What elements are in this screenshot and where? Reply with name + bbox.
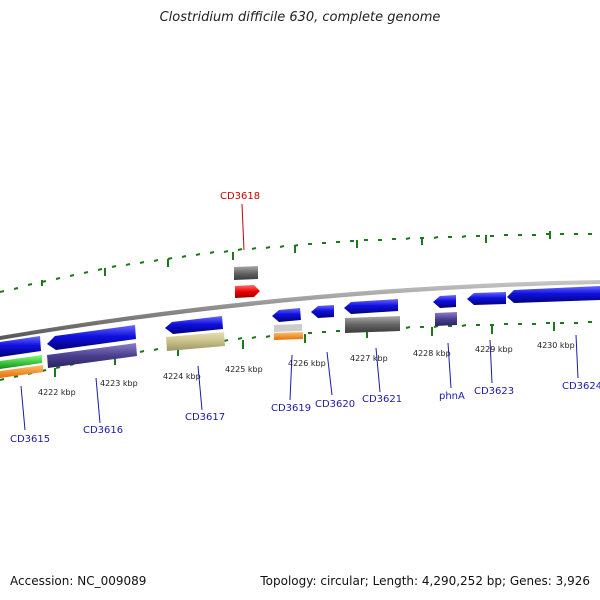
cd3617-blue-feature[interactable] (165, 316, 223, 334)
cd3616-purple-feature[interactable] (47, 343, 137, 368)
tick-label-4222: 4222 kbp (38, 388, 76, 397)
gene-label-cd3624[interactable]: CD3624 (562, 381, 600, 392)
cd3624-blue-feature[interactable] (507, 286, 600, 303)
tick-label-4227: 4227 kbp (350, 354, 388, 363)
cd3615-green-feature[interactable] (0, 355, 42, 369)
tick-label-4226: 4226 kbp (288, 359, 326, 368)
gene-labels: CD3615 CD3616 CD3617 CD3618 CD3619 CD362… (10, 191, 600, 445)
tick-labels: 4222 kbp 4223 kbp 4224 kbp 4225 kbp 4226… (38, 341, 575, 397)
gene-leader-lines (20, 203, 579, 431)
tick-label-4225: 4225 kbp (225, 365, 263, 374)
gene-label-cd3615[interactable]: CD3615 (10, 434, 50, 445)
cd3618-gray-feature[interactable] (234, 266, 258, 280)
phna-purple-feature[interactable] (435, 312, 457, 326)
gene-label-cd3616[interactable]: CD3616 (83, 425, 123, 436)
cd3623-blue-feature[interactable] (467, 292, 506, 305)
cd3619-lightgray-feature[interactable] (274, 324, 302, 332)
outer-tick-track (0, 233, 592, 293)
reverse-strand-features (0, 286, 600, 378)
cd3615-blue-feature[interactable] (0, 336, 41, 357)
cd3615-orange-feature[interactable] (0, 365, 43, 378)
genome-title: Clostridium difficile 630, complete geno… (159, 10, 441, 25)
gene-label-cd3618[interactable]: CD3618 (220, 191, 260, 202)
topology-text: Topology: circular; Length: 4,290,252 bp… (260, 574, 590, 588)
cd3618-red-feature[interactable] (235, 285, 260, 298)
tick-label-4224: 4224 kbp (163, 372, 201, 381)
cd3616-blue-feature[interactable] (47, 325, 136, 350)
accession-text: Accession: NC_009089 (10, 574, 147, 588)
phna-blue-feature[interactable] (433, 295, 456, 308)
gene-label-cd3621[interactable]: CD3621 (362, 394, 402, 405)
tick-label-4229: 4229 kbp (475, 345, 513, 354)
gene-label-cd3619[interactable]: CD3619 (271, 403, 311, 414)
cd3621-gray-feature[interactable] (345, 316, 400, 333)
outer-major-ticks (41, 231, 551, 286)
gene-label-cd3617[interactable]: CD3617 (185, 412, 225, 423)
forward-strand-features (234, 266, 260, 298)
cd3620-blue-feature[interactable] (311, 305, 334, 318)
tick-label-4228: 4228 kbp (413, 349, 451, 358)
cd3621-blue-feature[interactable] (344, 299, 398, 314)
cd3619-blue-feature[interactable] (272, 308, 301, 322)
tick-label-4223: 4223 kbp (100, 379, 138, 388)
cd3619-orange-feature[interactable] (274, 332, 303, 340)
gene-label-cd3623[interactable]: CD3623 (474, 386, 514, 397)
tick-label-4230: 4230 kbp (537, 341, 575, 350)
gene-label-cd3620[interactable]: CD3620 (315, 399, 355, 410)
cd3617-khaki-feature[interactable] (166, 332, 225, 351)
gene-label-phna[interactable]: phnA (439, 391, 465, 402)
